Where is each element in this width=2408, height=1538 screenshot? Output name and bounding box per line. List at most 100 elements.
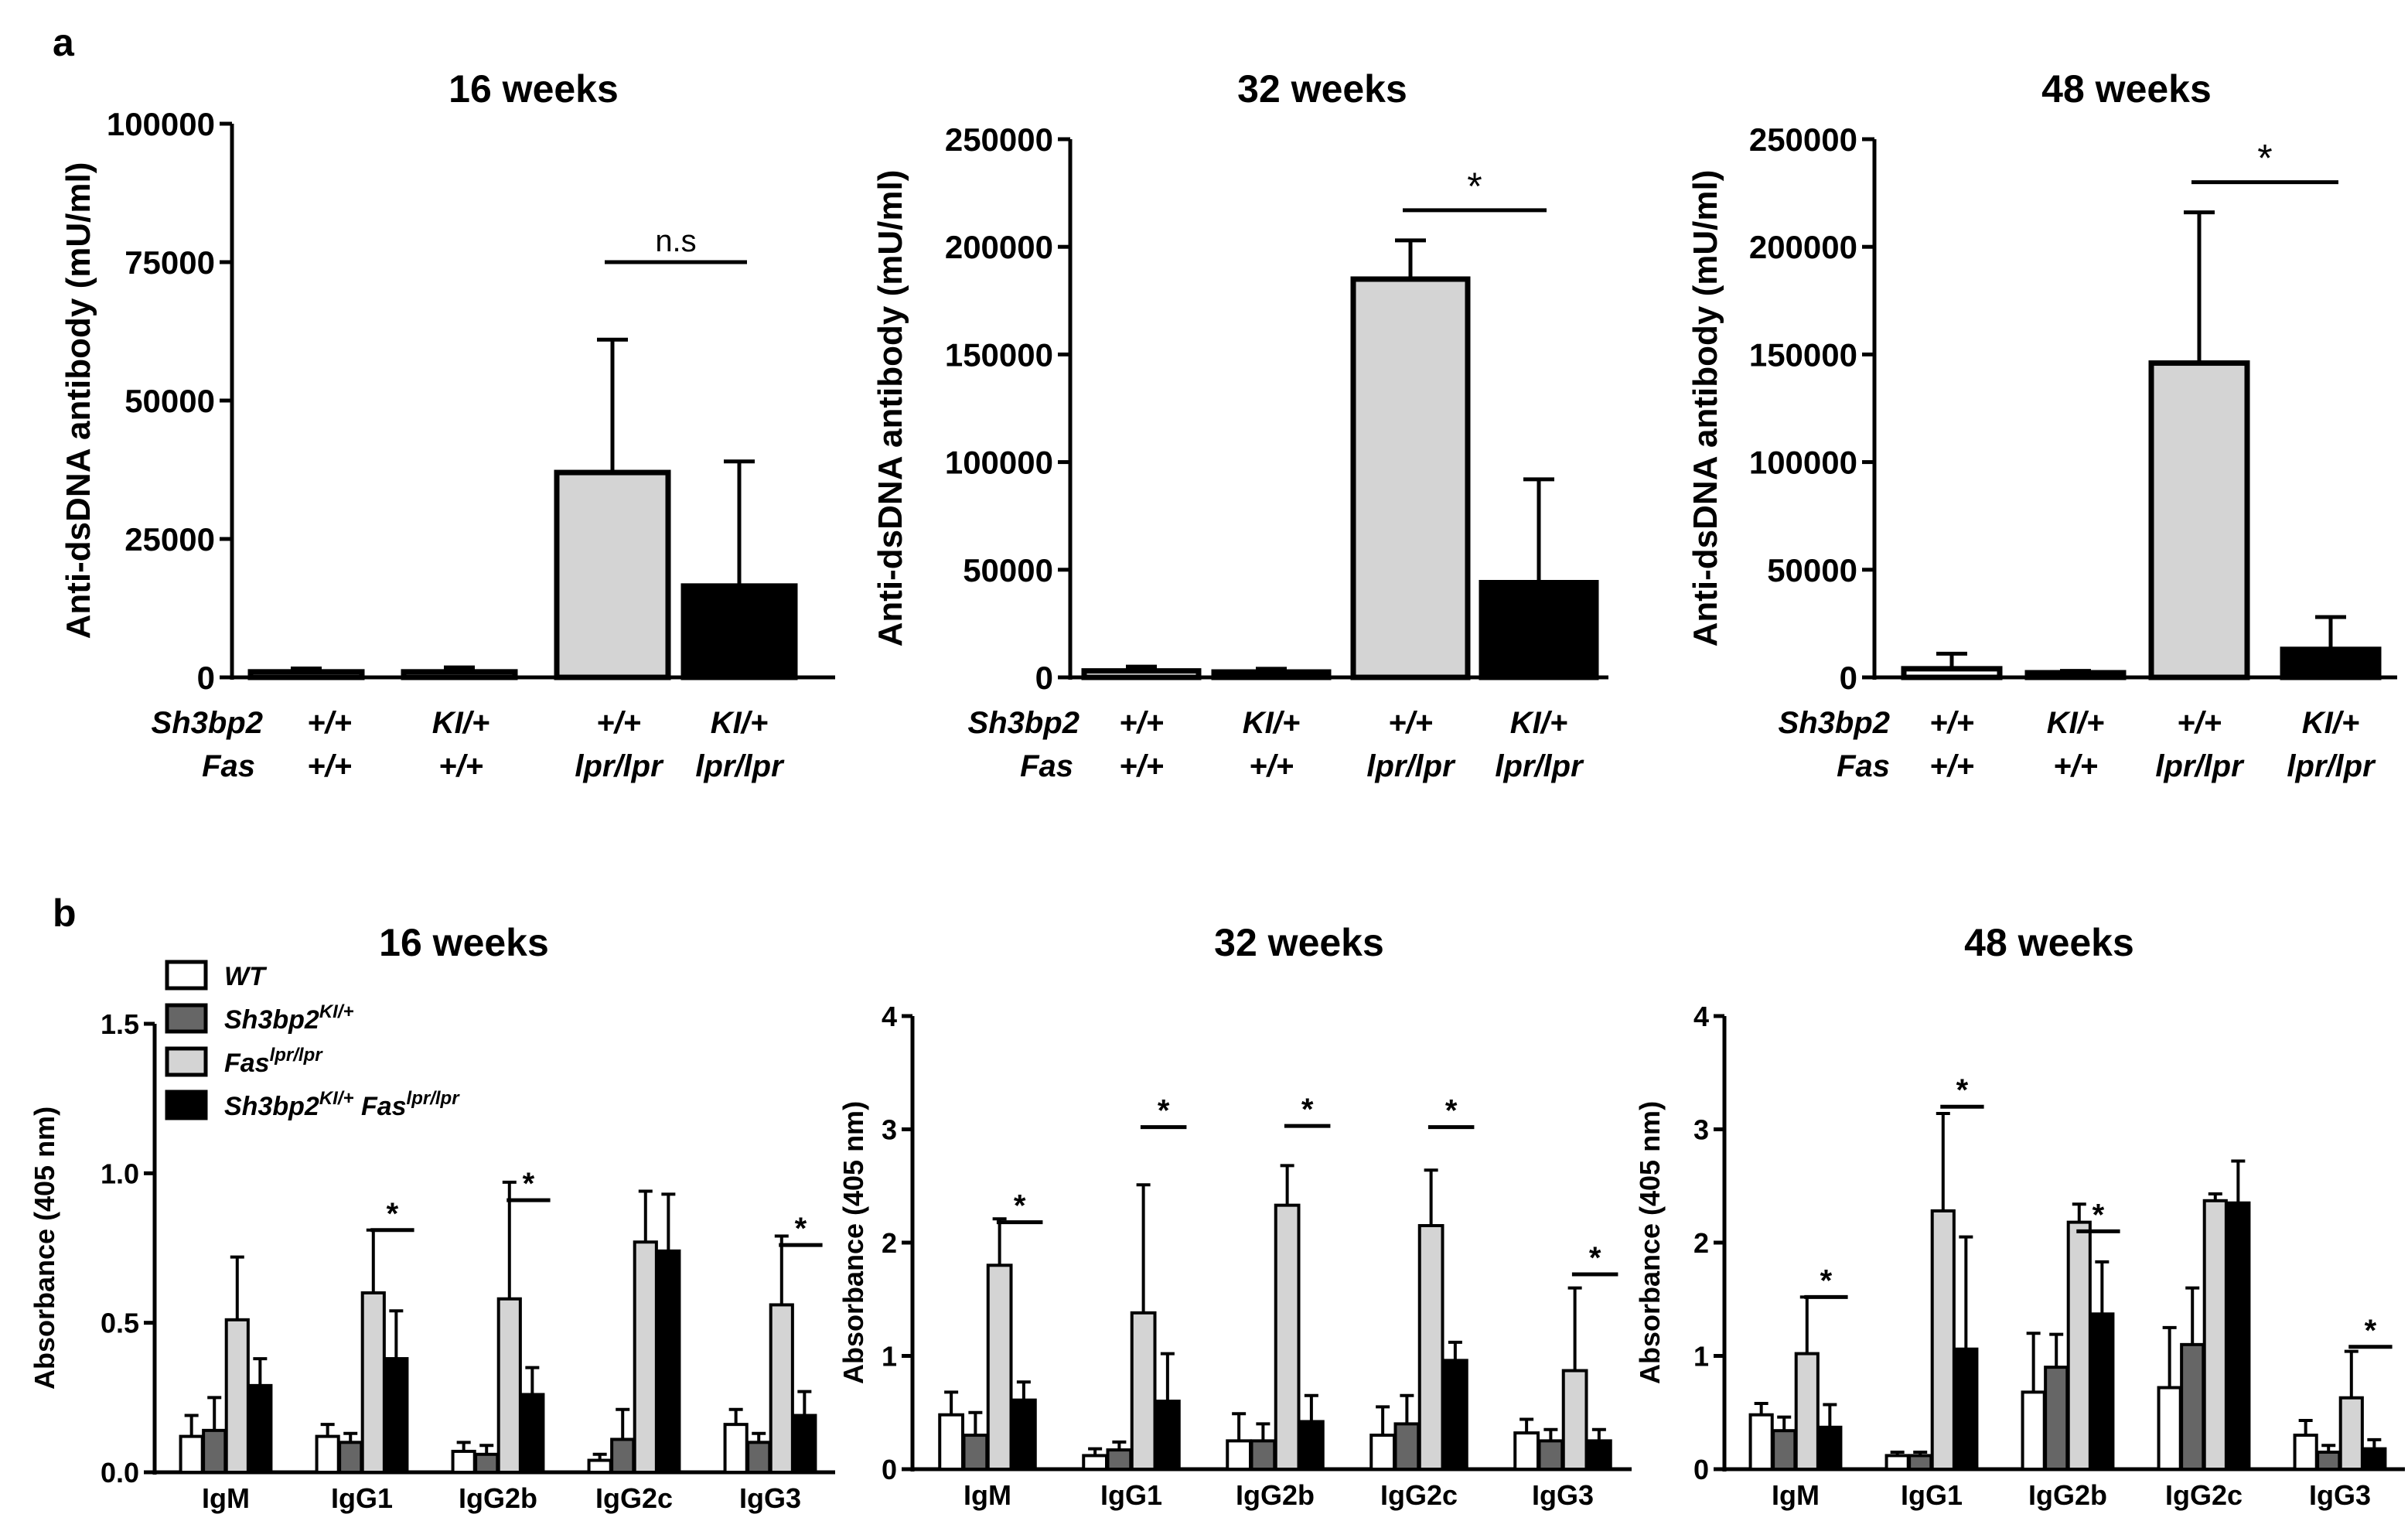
bar-wt — [1226, 1439, 1253, 1471]
significance-label: * — [2257, 137, 2272, 180]
bar-0 — [247, 669, 365, 680]
y-axis-label: Absorbance (405 nm) — [837, 1101, 869, 1384]
bar-ki_lpr — [656, 1249, 681, 1475]
y-tick-label: 0.0 — [101, 1457, 139, 1489]
legend-label-ki: Sh3bp2KI/+ — [224, 1001, 354, 1035]
bar-wt — [179, 1434, 204, 1474]
significance-label: * — [1014, 1189, 1026, 1223]
category-label: IgG2b — [1236, 1479, 1315, 1511]
row-label: Sh3bp2 — [152, 706, 263, 740]
y-tick-label: 75000 — [124, 244, 215, 281]
bar-lpr — [1561, 1369, 1588, 1472]
bar-wt — [315, 1434, 340, 1474]
category-fas-label: lpr/lpr — [2287, 749, 2376, 783]
bar-3 — [680, 583, 798, 680]
bar-ki_lpr — [520, 1393, 545, 1475]
category-sh3bp2-label: +/+ — [1119, 706, 1164, 740]
bar-lpr — [1794, 1352, 1820, 1471]
y-tick-label: 2 — [1693, 1227, 1709, 1259]
y-tick-label: 50000 — [1767, 552, 1857, 588]
chart-title: 32 weeks — [1237, 67, 1407, 111]
y-tick-label: 150000 — [1749, 336, 1857, 373]
bar-1 — [1211, 669, 1332, 680]
y-axis-label: Anti-dsDNA antibody (mU/ml) — [60, 162, 97, 639]
bar-0 — [1081, 668, 1202, 680]
significance-label: * — [2093, 1198, 2105, 1232]
category-label: IgG3 — [2309, 1479, 2371, 1511]
bar-ki_lpr — [2226, 1201, 2251, 1471]
chart-a-48-weeks: 48 weeks Anti-dsDNA antibody (mU/ml) 0 5000… — [1687, 67, 2397, 783]
significance-label: * — [1445, 1094, 1458, 1128]
category-sh3bp2-label: KI/+ — [432, 706, 489, 740]
y-tick-label: 1.0 — [101, 1158, 139, 1189]
category-sh3bp2-label: KI/+ — [2047, 706, 2104, 740]
category-label: IgG3 — [1532, 1479, 1594, 1511]
bar-ki_lpr — [384, 1357, 409, 1474]
y-tick-label: 200000 — [945, 229, 1053, 265]
bar-ki — [1393, 1422, 1421, 1472]
category-sh3bp2-label: +/+ — [307, 706, 352, 740]
significance-label: * — [1467, 165, 1482, 208]
row-label: Sh3bp2 — [1779, 706, 1890, 740]
legend-base2: Fas — [354, 1092, 407, 1121]
category-label: IgG2b — [2028, 1479, 2107, 1511]
panel-label-a: a — [53, 21, 75, 64]
significance-label: * — [795, 1212, 807, 1246]
bar-wt — [1369, 1434, 1397, 1472]
y-tick-label: 1 — [1693, 1341, 1709, 1373]
bar-ki — [202, 1428, 227, 1475]
bar-lpr — [360, 1291, 386, 1474]
y-tick-label: 0 — [197, 660, 215, 696]
y-tick-label: 4 — [1693, 1001, 1709, 1032]
bar-0 — [1901, 666, 2003, 680]
y-tick-label: 0 — [882, 1454, 897, 1485]
chart-title: 48 weeks — [2041, 67, 2212, 111]
y-tick-label: 1.5 — [101, 1008, 139, 1040]
bar-lpr — [633, 1240, 658, 1475]
bar-lpr — [2338, 1396, 2364, 1471]
category-label: IgG3 — [739, 1482, 801, 1514]
category-label: IgG1 — [1100, 1479, 1162, 1511]
chart-b-32-weeks: 32 weeks Absorbance (405 nm) 0 1 2 3 4 IgM IgG1 I… — [837, 921, 1632, 1511]
category-fas-label: lpr/lpr — [1366, 749, 1456, 783]
category-sh3bp2-label: KI/+ — [2302, 706, 2359, 740]
y-tick-label: 3 — [1693, 1114, 1709, 1146]
panel-label-b: b — [53, 892, 77, 935]
bar-ki_lpr — [1953, 1347, 1979, 1471]
bar-ki — [1106, 1448, 1133, 1471]
category-label: IgM — [1772, 1479, 1820, 1511]
chart-title: 16 weeks — [379, 921, 549, 964]
chart-title: 48 weeks — [1964, 921, 2134, 964]
bar-ki_lpr — [1154, 1400, 1181, 1471]
category-label: IgG2b — [459, 1482, 537, 1514]
bar-wt — [451, 1449, 476, 1475]
y-tick-label: 0.5 — [101, 1308, 139, 1339]
category-sh3bp2-label: KI/+ — [1510, 706, 1567, 740]
significance-label: * — [2365, 1314, 2377, 1348]
bar-3 — [2280, 646, 2382, 680]
legend-sup: KI/+ — [319, 1088, 354, 1109]
category-label: IgG2c — [1380, 1479, 1458, 1511]
significance-label: * — [1158, 1094, 1170, 1128]
bar-ki_lpr — [792, 1414, 817, 1474]
legend-label-ki_lpr: Sh3bp2KI/+ Faslpr/lpr — [224, 1088, 460, 1121]
y-tick-label: 50000 — [124, 383, 215, 419]
chart-a-32-weeks: 32 weeks Anti-dsDNA antibody (mU/ml) 0 5000… — [871, 67, 1608, 783]
bar-lpr — [1417, 1224, 1444, 1472]
category-label: IgG1 — [1901, 1479, 1963, 1511]
y-tick-label: 250000 — [1749, 121, 1857, 158]
significance-label: * — [523, 1167, 535, 1201]
significance-label: * — [1301, 1093, 1314, 1127]
bar-wt — [1082, 1454, 1109, 1472]
legend-base: Fas — [224, 1049, 270, 1078]
bar-wt — [1513, 1431, 1540, 1471]
bar-ki — [474, 1452, 500, 1475]
bar-ki — [1772, 1429, 1797, 1471]
bar-wt — [723, 1423, 749, 1474]
bar-ki_lpr — [1585, 1439, 1612, 1471]
category-label: IgG1 — [331, 1482, 393, 1514]
bar-lpr — [496, 1297, 522, 1474]
bar-wt — [1884, 1454, 1910, 1472]
legend-base: Sh3bp2 — [224, 1092, 319, 1121]
